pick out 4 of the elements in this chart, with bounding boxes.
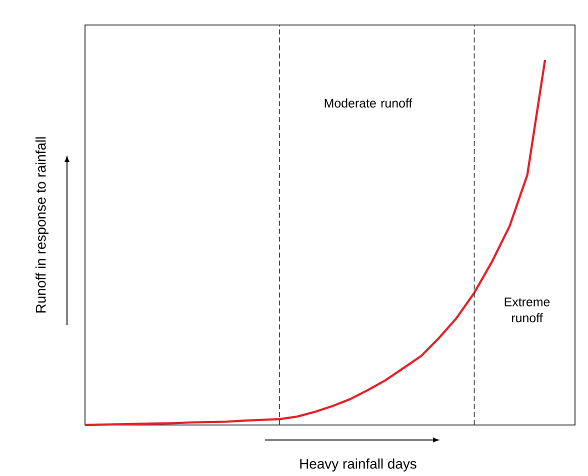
annotation: Extreme runoff bbox=[504, 298, 550, 322]
y-axis-title: Runoff in response to rainfall bbox=[36, 137, 49, 312]
x-axis-title: Heavy rainfall days bbox=[300, 458, 416, 472]
annotation: Moderate runoff bbox=[324, 98, 412, 108]
